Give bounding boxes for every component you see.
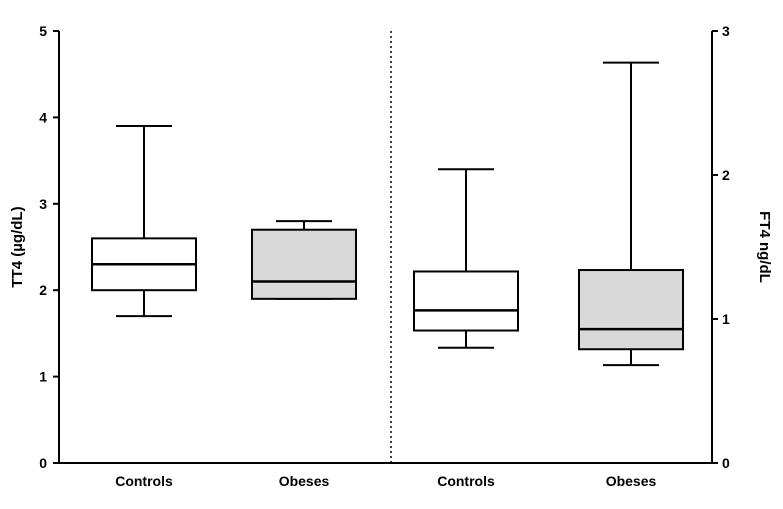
right-tick-label: 2 bbox=[722, 167, 730, 183]
category-label: Controls bbox=[115, 473, 173, 489]
left-tick-label: 3 bbox=[39, 196, 47, 212]
category-label: Obeses bbox=[279, 473, 330, 489]
left-tick-label: 0 bbox=[39, 455, 47, 471]
left-axis-title: TT4 (µg/dL) bbox=[9, 206, 26, 287]
right-axis: 0 1 2 3 bbox=[711, 23, 730, 471]
right-tick-label: 1 bbox=[722, 311, 730, 327]
category-labels: Controls Obeses Controls Obeses bbox=[115, 473, 656, 489]
box-4 bbox=[578, 61, 684, 367]
iqr-box bbox=[413, 270, 519, 332]
category-label: Obeses bbox=[606, 473, 657, 489]
iqr-box bbox=[251, 228, 357, 300]
right-axis-title: FT4 ng/dL bbox=[756, 211, 773, 283]
iqr-box bbox=[578, 269, 684, 351]
boxes bbox=[91, 61, 684, 367]
box-3 bbox=[413, 168, 519, 349]
left-tick-label: 2 bbox=[39, 282, 47, 298]
left-axis: 0 1 2 3 4 5 bbox=[39, 23, 60, 471]
box-1 bbox=[91, 125, 197, 318]
box-2 bbox=[251, 220, 357, 300]
left-tick-label: 5 bbox=[39, 23, 47, 39]
left-tick-label: 1 bbox=[39, 369, 47, 385]
right-tick-label: 3 bbox=[722, 23, 730, 39]
right-tick-label: 0 bbox=[722, 455, 730, 471]
left-tick-label: 4 bbox=[39, 109, 47, 125]
category-label: Controls bbox=[437, 473, 495, 489]
